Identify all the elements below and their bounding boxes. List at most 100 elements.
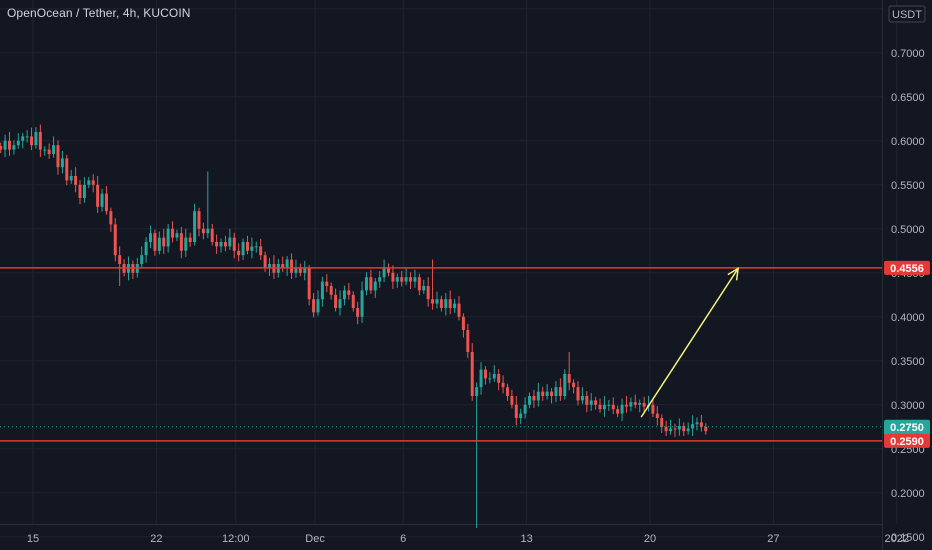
candle-body [651, 404, 655, 414]
candle-body [505, 387, 509, 396]
y-tick-label: 0.3500 [891, 356, 925, 368]
candle-body [157, 237, 161, 251]
candle-body [206, 228, 210, 234]
candle-body [448, 299, 452, 308]
candle-body [21, 136, 25, 141]
candle-body [391, 272, 395, 282]
candle-body [642, 403, 646, 407]
candle-body [572, 382, 576, 388]
candle-body [620, 404, 624, 414]
candle-body [16, 140, 20, 146]
y-tick-label: 0.7000 [891, 48, 925, 60]
candle-body [268, 264, 272, 269]
candle-body [74, 176, 78, 185]
candle-body [87, 180, 91, 185]
candle-body [197, 211, 201, 229]
candle-body [576, 387, 580, 401]
y-tick-label: 0.3000 [891, 400, 925, 412]
candle-body [219, 242, 223, 247]
candle-body [431, 299, 435, 304]
candle-body [113, 224, 117, 256]
candle-body [290, 259, 294, 273]
candle-body [541, 391, 545, 396]
candles [0, 124, 708, 528]
candle-body [633, 402, 637, 405]
candle-body [439, 299, 443, 308]
candle-body [237, 250, 241, 256]
candle-body [347, 290, 351, 295]
candle-body [325, 281, 329, 286]
candle-body [373, 281, 377, 291]
candle-body [210, 228, 214, 242]
chart-title: OpenOcean / Tether, 4h, KUCOIN [7, 6, 191, 20]
candle-body [149, 233, 153, 242]
x-tick-label: Dec [305, 533, 325, 545]
candle-body [223, 242, 227, 247]
candle-body [69, 176, 73, 181]
candle-body [563, 374, 567, 396]
candle-body [664, 426, 668, 432]
candle-body [554, 387, 558, 396]
candle-body [594, 400, 598, 405]
candle-body [193, 211, 197, 242]
candle-body [453, 303, 457, 308]
candle-body [338, 299, 342, 308]
currency-label: USDT [892, 9, 922, 21]
candle-body [166, 228, 170, 247]
candle-body [307, 268, 311, 300]
candle-body [677, 425, 681, 430]
currency-label-box [888, 5, 926, 23]
candle-body [532, 396, 536, 401]
candle-body [263, 255, 267, 269]
candle-body [82, 184, 86, 198]
candle-body [695, 422, 699, 425]
candle-body [78, 184, 82, 198]
candle-body [179, 233, 183, 251]
candle-body [298, 268, 302, 273]
x-tick-label: 22 [150, 533, 162, 545]
candle-body [378, 277, 382, 282]
candle-body [404, 277, 408, 282]
candle-body [65, 158, 69, 181]
candle-body [395, 277, 399, 282]
candle-body [100, 193, 104, 207]
resistance-price-tag-bg [884, 260, 930, 275]
candle-body [171, 228, 175, 238]
candle-body [34, 132, 38, 146]
candle-body [329, 286, 333, 295]
candle-body [589, 400, 593, 405]
candle-body [285, 259, 289, 269]
candle-body [536, 391, 540, 401]
candle-body [616, 409, 620, 414]
candle-body [470, 352, 474, 396]
candle-body [629, 402, 633, 407]
candle-body [12, 145, 16, 150]
candle-body [312, 299, 316, 313]
resistance-price-tag: 0.4556 [884, 260, 930, 275]
candle-body [254, 246, 258, 248]
candle-body [294, 268, 298, 273]
candle-body [96, 184, 100, 207]
support-price-tag-bg [884, 433, 930, 448]
candle-body [607, 404, 611, 406]
x-tick-label: 2022 [885, 533, 909, 545]
candle-body [528, 396, 532, 405]
candle-body [162, 237, 166, 247]
candle-body [483, 369, 487, 379]
candle-body [215, 242, 219, 247]
candle-body [409, 277, 413, 282]
candle-body [320, 281, 324, 300]
resistance-price-tag-text: 0.4556 [890, 263, 924, 275]
x-tick-label: 15 [27, 533, 39, 545]
candle-body [188, 237, 192, 242]
candle-body [669, 428, 673, 432]
candle-body [682, 425, 686, 432]
candle-body [624, 404, 628, 407]
y-tick-label: 0.4000 [891, 312, 925, 324]
candle-body [422, 286, 426, 291]
candle-body [479, 369, 483, 388]
candle-body [550, 391, 554, 396]
candle-body [140, 255, 144, 264]
